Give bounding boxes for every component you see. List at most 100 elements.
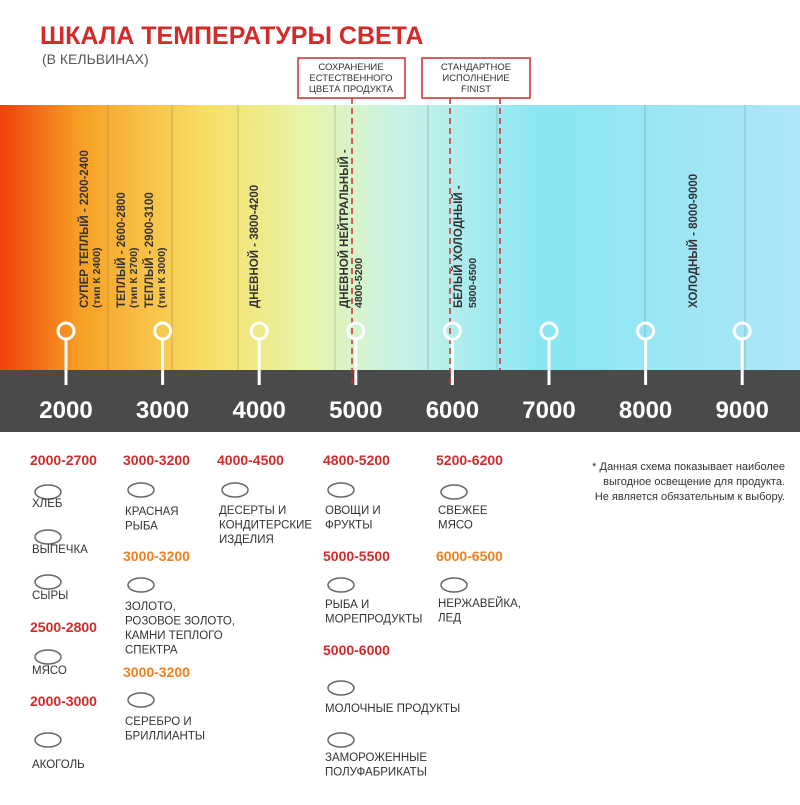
product-label: ЗОЛОТО, — [125, 601, 176, 613]
product-label: РОЗОВОЕ ЗОЛОТО, — [125, 616, 235, 628]
range-label: 3000-3200 — [123, 452, 190, 468]
subtitle: (В КЕЛЬВИНАХ) — [42, 51, 149, 67]
scale-label: 4000 — [233, 397, 286, 424]
marker — [153, 321, 173, 341]
range-label: 2000-2700 — [30, 452, 97, 468]
range-label: 4800-5200 — [323, 452, 390, 468]
band-label: ХОЛОДНЫЙ - 8000-9000 — [687, 174, 700, 308]
product-label: ИЗДЕЛИЯ — [219, 534, 274, 546]
product-label: ПОЛУФАБРИКАТЫ — [325, 767, 427, 779]
product-label: СЫРЫ — [32, 590, 68, 602]
product-label: ДЕСЕРТЫ И — [219, 505, 286, 517]
band-label: СУПЕР ТЕПЛЫЙ - 2200-2400 — [78, 150, 91, 308]
product-label: ХЛЕБ — [32, 498, 62, 510]
product-label: КРАСНАЯ — [125, 506, 179, 518]
product-icon — [327, 482, 355, 498]
band-dividers — [107, 105, 746, 372]
band-label: БЕЛЫЙ ХОЛОДНЫЙ - — [452, 185, 465, 308]
scale-bar — [0, 370, 800, 432]
product-label: ЗАМОРОЖЕННЫЕ — [325, 752, 427, 764]
scale-label: 7000 — [522, 397, 575, 424]
product-icon — [34, 649, 62, 665]
scale-label: 2000 — [39, 397, 92, 424]
range-label: 4000-4500 — [217, 452, 284, 468]
range-label: 5000-5500 — [323, 548, 390, 564]
band-label: (тип К 3000) — [156, 247, 168, 308]
scale-label: 8000 — [619, 397, 672, 424]
product-icon — [440, 577, 468, 593]
product-icon — [440, 484, 468, 500]
product-icon — [327, 732, 355, 748]
product-label: СЕРЕБРО И — [125, 716, 192, 728]
product-label: СВЕЖЕЕ — [438, 505, 488, 517]
note: выгодное освещение для продукта. — [603, 476, 785, 488]
product-icon — [34, 732, 62, 748]
note: * Данная схема показывает наиболее — [592, 461, 785, 473]
band-label: ДНЕВНОЙ - 3800-4200 — [248, 185, 261, 308]
product-icon — [34, 529, 62, 545]
range-label: 5200-6200 — [436, 452, 503, 468]
band-label: 5800-6500 — [467, 258, 479, 308]
range-label: 5000-6000 — [323, 642, 390, 658]
product-label: ВЫПЕЧКА — [32, 544, 88, 556]
range-label: 6000-6500 — [436, 548, 503, 564]
callout-text: ИСПОЛНЕНИЕ — [442, 73, 509, 84]
product-label: КОНДИТЕРСКИЕ — [219, 520, 312, 532]
product-label: РЫБА — [125, 521, 158, 533]
product-icon — [34, 574, 62, 590]
product-icon — [127, 577, 155, 593]
product-icon — [34, 484, 62, 500]
callouts — [297, 57, 531, 385]
band-label: ТЕПЛЫЙ - 2900-3100 — [143, 192, 156, 308]
callout-text: СОХРАНЕНИЕ — [318, 62, 383, 73]
product-label: ЛЕД — [438, 613, 461, 625]
scale-label: 5000 — [329, 397, 382, 424]
product-icon — [127, 482, 155, 498]
marker — [442, 321, 462, 341]
scale-label: 3000 — [136, 397, 189, 424]
range-label: 3000-3200 — [123, 664, 190, 680]
product-label: КАМНИ ТЕПЛОГО — [125, 630, 223, 642]
product-label: МОРЕПРОДУКТЫ — [325, 614, 422, 626]
marker — [249, 321, 269, 341]
product-label: МЯСО — [32, 665, 67, 677]
note: Не является обязательным к выбору. — [595, 491, 785, 503]
marker — [56, 321, 76, 341]
band-label: (тип К 2700) — [128, 247, 140, 308]
callout-text: ЕСТЕСТВЕННОГО — [309, 73, 392, 84]
callout-box — [421, 57, 531, 99]
product-icon — [327, 680, 355, 696]
marker — [732, 321, 752, 341]
product-label: МЯСО — [438, 520, 473, 532]
scale-label: 9000 — [716, 397, 769, 424]
product-icon — [221, 482, 249, 498]
product-icon — [327, 577, 355, 593]
title: ШКАЛА ТЕМПЕРАТУРЫ СВЕТА — [40, 22, 423, 50]
marker — [346, 321, 366, 341]
band-label: (тип К 2400) — [91, 247, 103, 308]
callout-text: FINIST — [461, 84, 491, 95]
product-label: НЕРЖАВЕЙКА, — [438, 597, 521, 610]
product-label: БРИЛЛИАНТЫ — [125, 731, 205, 743]
product-label: АКОГОЛЬ — [32, 759, 85, 771]
marker — [636, 321, 656, 341]
product-label: МОЛОЧНЫЕ ПРОДУКТЫ — [325, 703, 460, 715]
callout-text: ЦВЕТА ПРОДУКТА — [309, 84, 394, 95]
product-label: РЫБА И — [325, 599, 369, 611]
callout-lines — [351, 98, 501, 385]
marker — [539, 321, 559, 341]
product-label: ОВОЩИ И — [325, 505, 381, 517]
callout-box — [297, 57, 406, 99]
scale-label: 6000 — [426, 397, 479, 424]
spectrum — [0, 105, 800, 373]
range-label: 2000-3000 — [30, 693, 97, 709]
range-label: 2500-2800 — [30, 619, 97, 635]
product-label: ФРУКТЫ — [325, 520, 372, 532]
product-icon — [127, 692, 155, 708]
band-label: ДНЕВНОЙ НЕЙТРАЛЬНЫЙ - — [338, 149, 351, 308]
product-label: СПЕКТРА — [125, 645, 178, 657]
callout-text: СТАНДАРТНОЕ — [441, 62, 511, 73]
